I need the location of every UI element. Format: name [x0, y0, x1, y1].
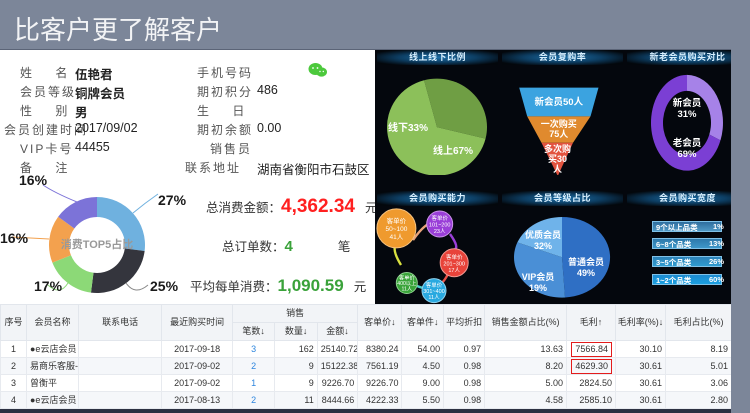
- svg-text:VIP会员: VIP会员: [522, 271, 555, 282]
- svg-text:11人: 11人: [402, 286, 413, 293]
- svg-text:新会员: 新会员: [673, 97, 702, 109]
- svg-text:19%: 19%: [529, 283, 547, 293]
- svg-text:16%: 16%: [0, 230, 29, 246]
- svg-text:老会员: 老会员: [673, 137, 702, 149]
- svg-text:50~100: 50~100: [385, 226, 407, 233]
- svg-text:消费TOP5占比: 消费TOP5占比: [61, 237, 134, 251]
- svg-text:16%: 16%: [19, 172, 48, 188]
- svg-text:11人: 11人: [428, 294, 440, 301]
- svg-text:客单价: 客单价: [426, 281, 443, 289]
- svg-text:32%: 32%: [534, 241, 552, 251]
- svg-text:多次购: 多次购: [544, 143, 571, 154]
- svg-text:客单价: 客单价: [446, 253, 463, 261]
- svg-text:75人: 75人: [549, 129, 568, 139]
- svg-text:23人: 23人: [434, 228, 446, 235]
- svg-text:人: 人: [553, 164, 562, 174]
- svg-text:线上67%: 线上67%: [433, 144, 473, 157]
- svg-text:17人: 17人: [448, 267, 460, 274]
- svg-text:27%: 27%: [158, 192, 187, 208]
- svg-text:25%: 25%: [150, 278, 179, 294]
- svg-text:201~300: 201~300: [443, 262, 465, 268]
- svg-text:线下33%: 线下33%: [388, 121, 428, 134]
- svg-text:101~200: 101~200: [429, 223, 451, 229]
- svg-text:31%: 31%: [677, 109, 697, 120]
- svg-text:普通会员: 普通会员: [568, 256, 604, 267]
- svg-text:新会员50人: 新会员50人: [535, 96, 584, 108]
- svg-text:客单价: 客单价: [387, 216, 407, 225]
- svg-text:69%: 69%: [677, 149, 697, 160]
- svg-text:客单价: 客单价: [431, 214, 448, 222]
- svg-text:买30: 买30: [548, 153, 567, 164]
- svg-text:优质会员: 优质会员: [525, 229, 561, 240]
- svg-text:49%: 49%: [577, 268, 595, 278]
- svg-text:一次购买: 一次购买: [541, 118, 577, 129]
- svg-text:41人: 41人: [390, 233, 404, 241]
- svg-text:17%: 17%: [34, 278, 63, 294]
